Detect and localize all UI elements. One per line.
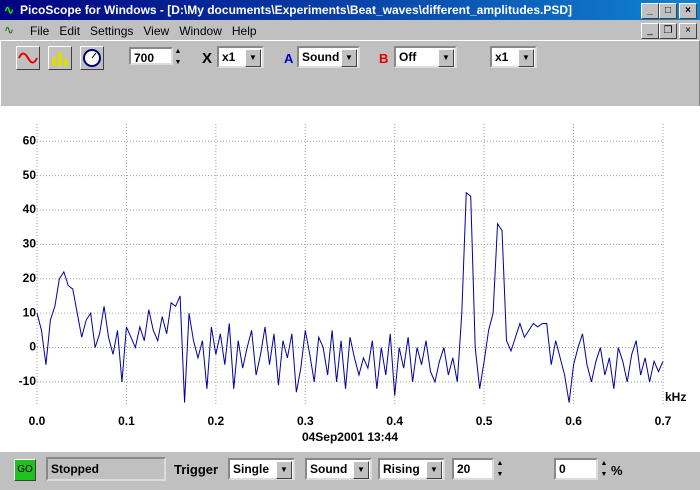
y-tick-label: 0 xyxy=(29,340,36,354)
plot-area: kHz 04Sep2001 13:44 -10 0 10 20 30 40 50 60 0.0 0… xyxy=(0,106,700,452)
y-tick-label: 10 xyxy=(23,305,37,319)
menu-bar: ∿ File Edit Settings View Window Help _ ❐ × xyxy=(0,20,700,40)
samples-field[interactable]: 700 xyxy=(129,47,173,65)
menu-item[interactable]: Window xyxy=(179,24,222,38)
meter-button[interactable] xyxy=(80,46,104,70)
samples-spinner[interactable]: ▲ ▼ xyxy=(174,48,182,66)
trigger-edge-combo[interactable]: Rising xyxy=(378,458,445,480)
channel-a-label: A xyxy=(284,51,294,66)
app-icon: ∿ xyxy=(4,3,15,17)
x-tick-label: 0.7 xyxy=(655,414,672,428)
menu-item[interactable]: Settings xyxy=(90,24,134,38)
close-button[interactable]: × xyxy=(679,3,697,19)
trigger-source-combo[interactable]: Sound xyxy=(305,458,372,480)
x-tick-label: 0.4 xyxy=(386,414,403,428)
menu-item[interactable]: Help xyxy=(231,24,257,38)
channel-b-label: B xyxy=(379,51,389,66)
scope-icon xyxy=(18,52,38,64)
spectrum-icon xyxy=(52,52,68,66)
spectrum-line xyxy=(36,191,664,403)
channel-b-combo[interactable]: Off xyxy=(394,46,457,68)
trigger-level-spinner[interactable]: ▲ ▼ xyxy=(496,460,504,478)
minimize-button[interactable]: _ xyxy=(641,3,659,19)
doc-close[interactable]: × xyxy=(679,23,697,39)
y-scale-combo[interactable]: x1 xyxy=(490,46,537,68)
window-title: PicoScope for Windows - [D:\My documents… xyxy=(20,3,573,17)
y-tick-label: 60 xyxy=(23,133,37,147)
trigger-mode-combo[interactable]: Single xyxy=(228,458,295,480)
y-tick-label: 30 xyxy=(23,237,37,251)
toolbar: 700 ▲▼ X x1 A Sound B Off x1 xyxy=(0,40,700,108)
timestamp: 04Sep2001 13:44 xyxy=(302,430,398,444)
delay-spinner[interactable]: ▲ ▼ xyxy=(600,460,608,478)
delay-field[interactable]: 0 xyxy=(554,458,598,480)
x-tick-label: 0.2 xyxy=(208,414,225,428)
doc-minimize[interactable]: _ xyxy=(641,23,659,39)
title-bar: ∿ PicoScope for Windows - [D:\My documen… xyxy=(0,0,700,20)
meter-icon xyxy=(83,49,101,67)
channel-a-combo[interactable]: Sound xyxy=(297,46,360,68)
menu-item[interactable]: File xyxy=(30,24,50,38)
spectrum-chart: kHz 04Sep2001 13:44 -10 0 10 20 30 40 50 60 0.0 0… xyxy=(19,124,686,444)
y-tick-label: 20 xyxy=(23,271,37,285)
y-tick-label: 50 xyxy=(23,168,37,182)
x-tick-label: 0.5 xyxy=(476,414,493,428)
x-scale-combo[interactable]: x1 xyxy=(217,46,264,68)
trigger-level-field[interactable]: 20 xyxy=(452,458,494,480)
doc-restore[interactable]: ❐ xyxy=(659,23,677,39)
y-tick-label: -10 xyxy=(19,374,37,388)
go-button[interactable]: GO xyxy=(14,459,36,481)
delay-unit: % xyxy=(611,463,623,478)
menu-item[interactable]: Edit xyxy=(59,24,81,38)
scope-button[interactable] xyxy=(16,46,40,70)
x-tick-label: 0.3 xyxy=(297,414,314,428)
doc-icon: ∿ xyxy=(4,23,15,37)
x-scale-label: X xyxy=(202,50,213,67)
x-axis-unit: kHz xyxy=(665,390,686,404)
spectrum-button[interactable] xyxy=(48,46,72,70)
x-tick-label: 0.1 xyxy=(118,414,135,428)
x-tick-label: 0.0 xyxy=(29,414,46,428)
menu-items: File Edit Settings View Window Help xyxy=(30,24,267,38)
state-panel: Stopped xyxy=(46,457,166,481)
menu-item[interactable]: View xyxy=(143,24,170,38)
x-tick-label: 0.6 xyxy=(565,414,582,428)
status-bar: GO Stopped Trigger Single Sound Rising 2… xyxy=(0,452,700,490)
y-tick-label: 40 xyxy=(23,202,37,216)
maximize-button[interactable]: □ xyxy=(659,3,677,19)
trigger-label: Trigger xyxy=(174,462,219,477)
